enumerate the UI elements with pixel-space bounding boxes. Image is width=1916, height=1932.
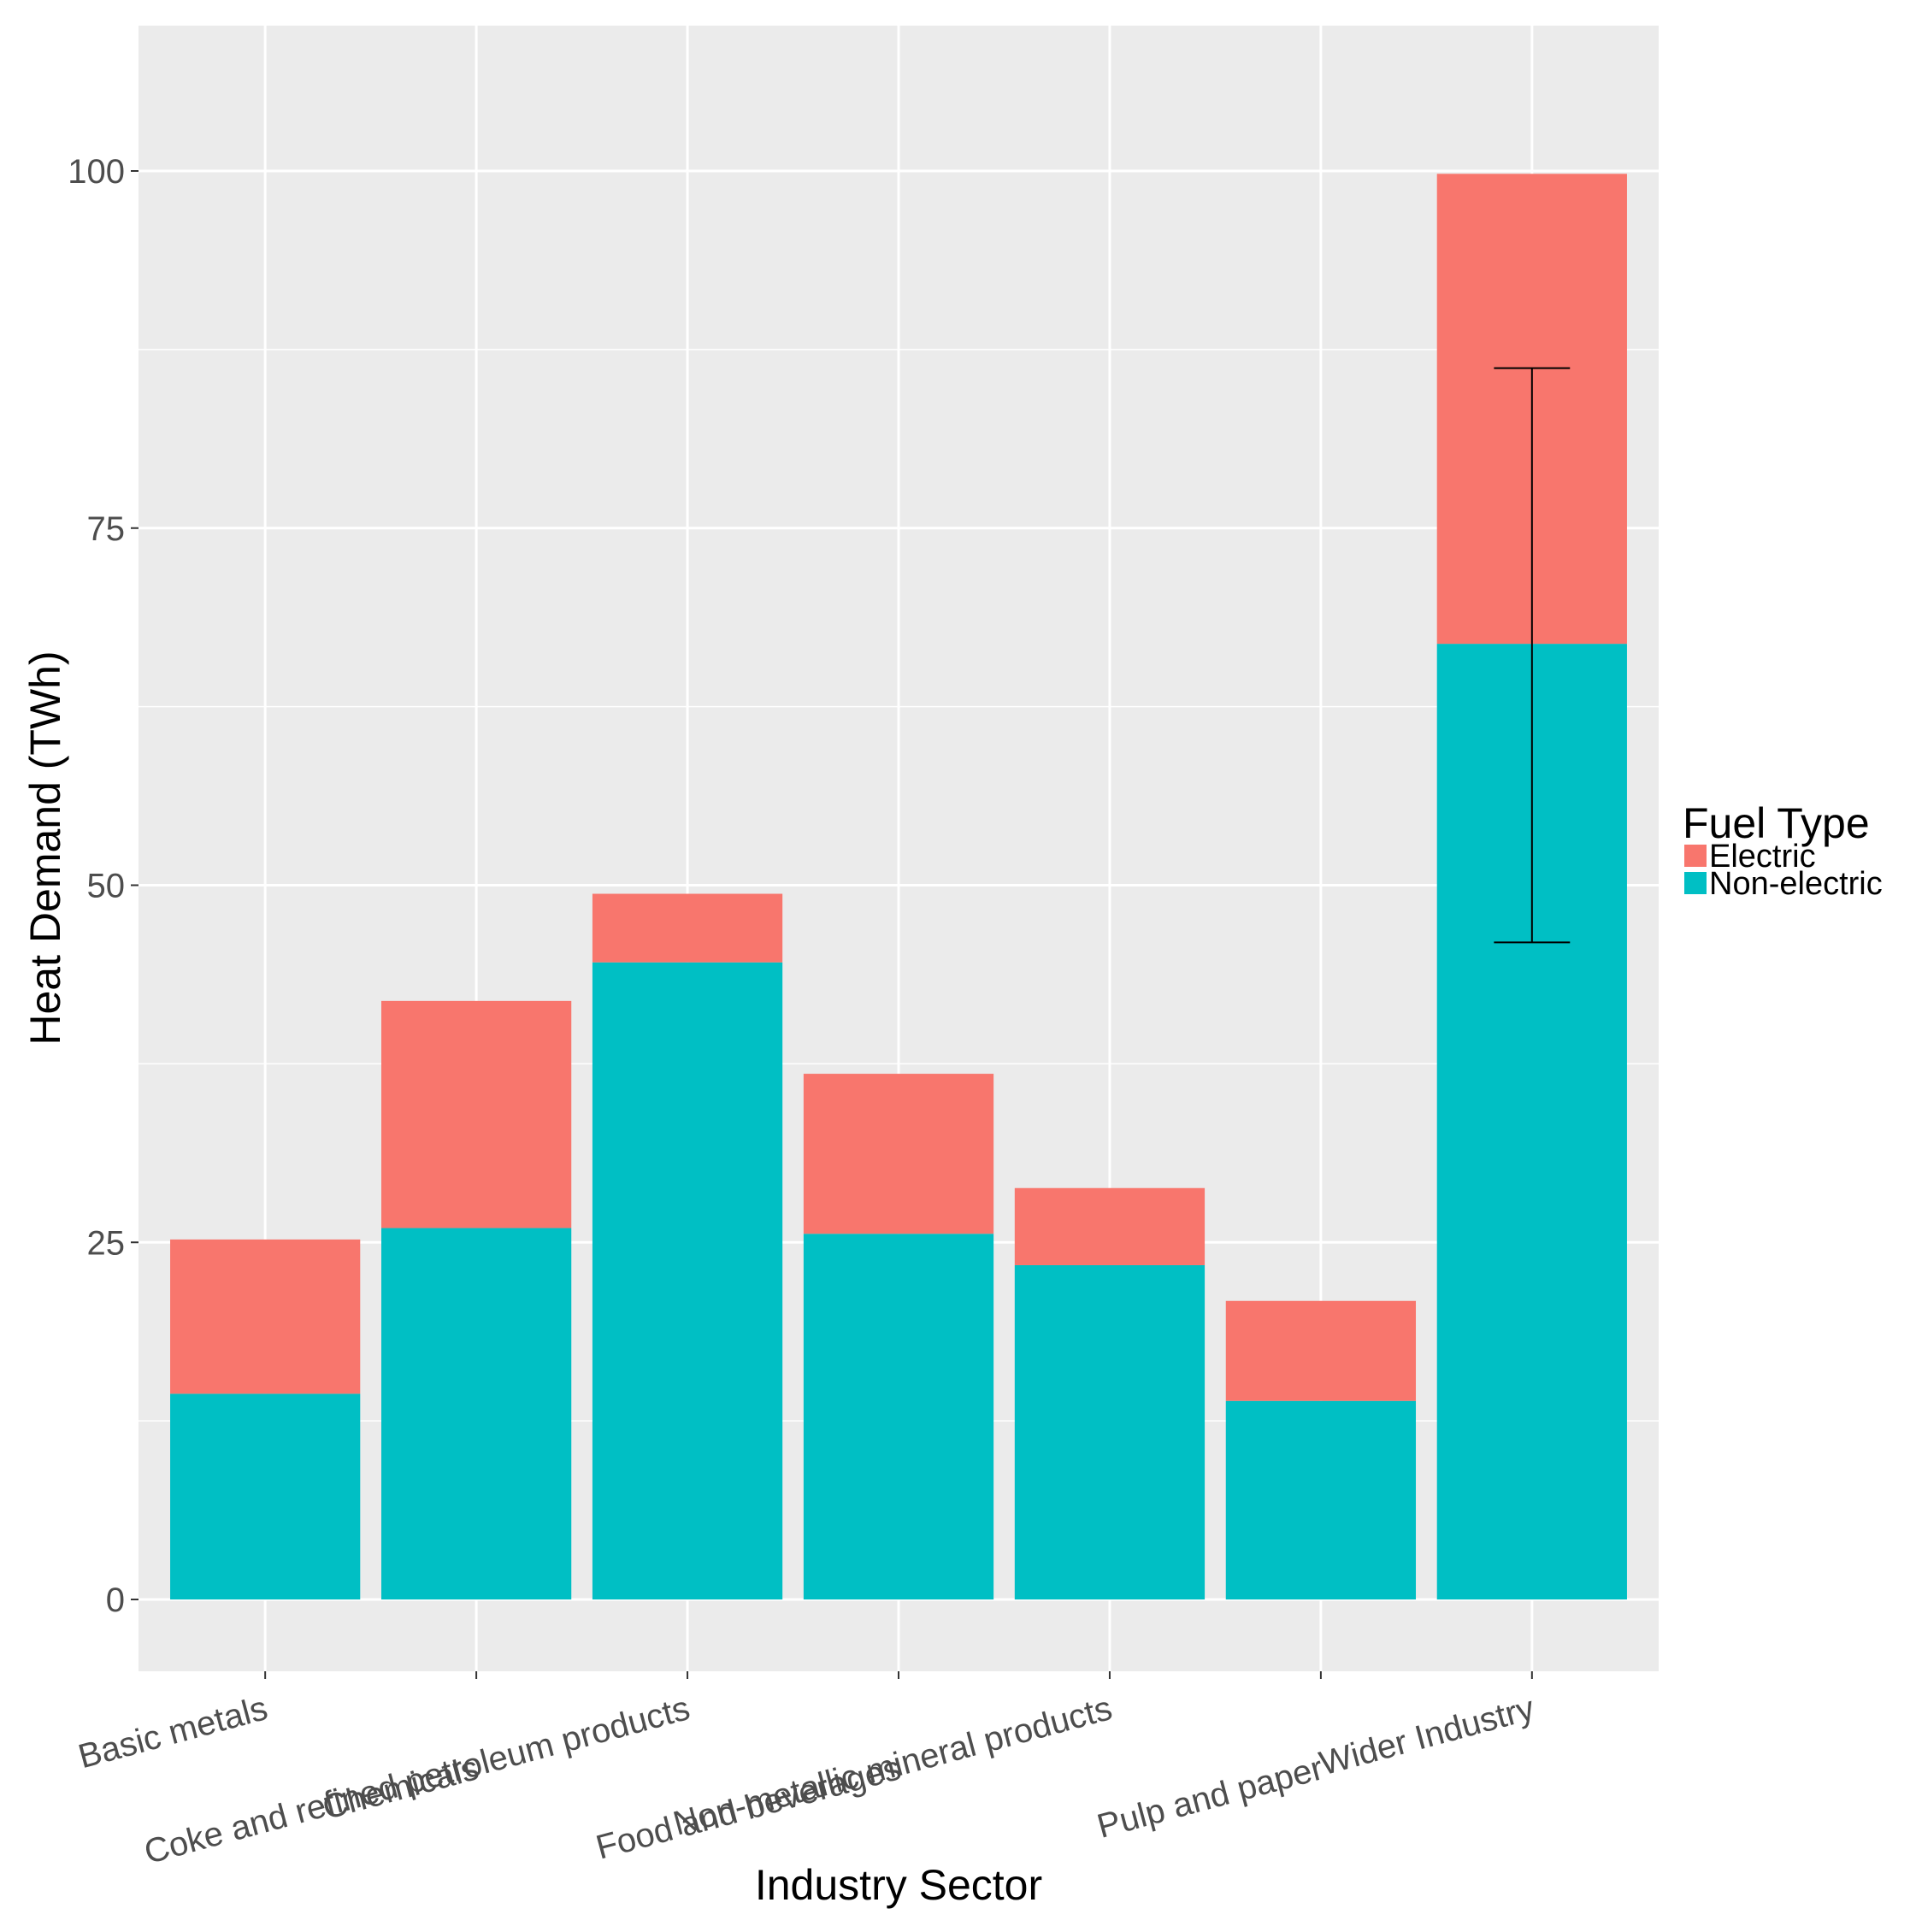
bar-non-electric	[170, 1393, 361, 1599]
legend-swatch-non-electric	[1684, 872, 1707, 894]
bar-non-electric	[1225, 1400, 1417, 1599]
y-axis-ticks: 0 25 50 75 100	[68, 153, 139, 1619]
y-tick-label: 50	[87, 868, 126, 905]
bar-electric	[1225, 1300, 1417, 1401]
x-tick-label: Non-metallic mineral products	[669, 1689, 1116, 1842]
bar-electric	[380, 1000, 572, 1228]
bar-electric	[592, 893, 783, 963]
y-axis-title: Heat Demand (TWh)	[21, 651, 69, 1045]
bar-electric	[170, 1239, 361, 1394]
x-tick-label: Basic metals	[74, 1689, 271, 1776]
bar-non-electric	[803, 1234, 994, 1599]
legend: Fuel Type Electric Non-electric	[1683, 799, 1883, 902]
legend-label-non-electric: Non-electric	[1709, 866, 1883, 902]
bar-non-electric	[1014, 1264, 1206, 1599]
legend-swatch-electric	[1684, 845, 1707, 867]
x-tick-label: Wider Industry	[1316, 1689, 1538, 1782]
bar-electric	[1014, 1187, 1206, 1265]
x-tick-label: Pulp and paper	[1094, 1749, 1327, 1846]
bar-non-electric	[592, 962, 783, 1599]
y-tick-label: 25	[87, 1224, 126, 1262]
bar-non-electric	[380, 1228, 572, 1599]
legend-label-electric: Electric	[1709, 839, 1816, 875]
y-tick-label: 100	[68, 153, 125, 191]
bar-electric	[803, 1074, 994, 1234]
x-axis-title: Industry Sector	[755, 1861, 1042, 1909]
legend-title: Fuel Type	[1683, 799, 1870, 847]
y-tick-label: 0	[106, 1582, 125, 1619]
error-bars	[1494, 367, 1571, 944]
y-tick-label: 75	[87, 510, 126, 548]
